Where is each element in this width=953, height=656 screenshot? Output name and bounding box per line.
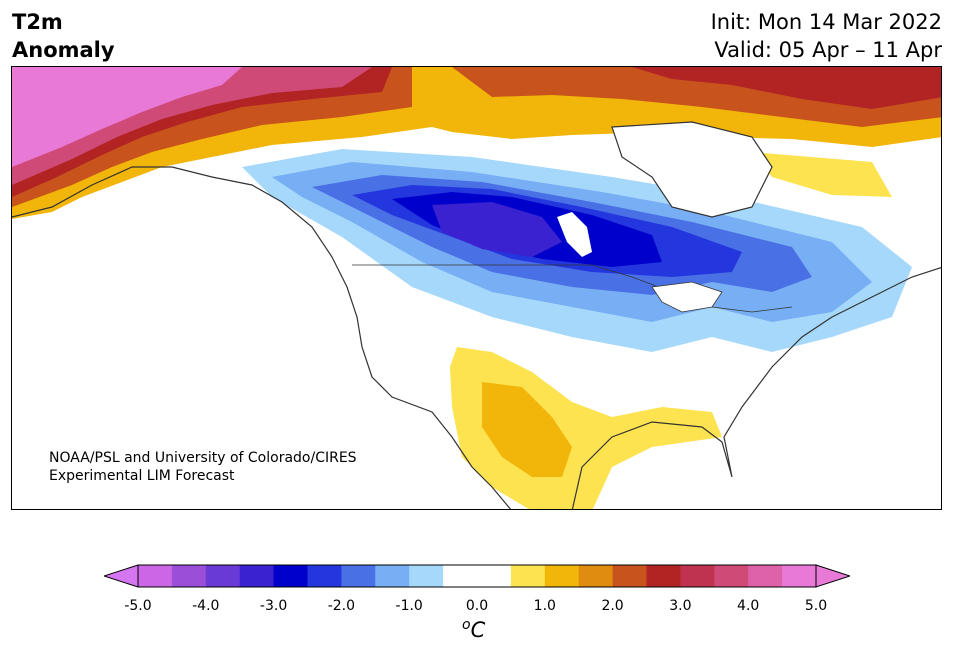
warm-anomaly-labrador — [752, 152, 892, 197]
warm-anomaly-arctic-max — [632, 67, 941, 109]
colorbar-segment — [273, 565, 308, 587]
colorbar-segment — [409, 565, 444, 587]
title-line-2: Anomaly — [12, 38, 115, 62]
warm-anomaly-alaska-max — [12, 67, 242, 167]
colorbar-extend-low — [104, 564, 139, 588]
data-credit: NOAA/PSL and University of Colorado/CIRE… — [49, 449, 357, 485]
warm-anomaly-southwest-core — [482, 382, 572, 477]
colorbar-tick-label: 4.0 — [737, 598, 760, 614]
colorbar-segment — [612, 565, 647, 587]
colorbar-segment — [646, 565, 681, 587]
colorbar-segment — [341, 565, 376, 587]
forecast-dates: Init: Mon 14 Mar 2022 Valid: 05 Apr – 11… — [711, 8, 942, 64]
colorbar-segment — [714, 565, 749, 587]
colorbar-segments — [138, 565, 817, 587]
colorbar-segment — [680, 565, 715, 587]
anomaly-map — [11, 66, 942, 510]
colorbar-tick-label: 3.0 — [669, 598, 692, 614]
colorbar-segment — [477, 565, 512, 587]
colorbar — [104, 564, 850, 588]
cold-anomaly-core — [432, 202, 562, 257]
colorbar-segment — [748, 565, 783, 587]
colorbar-tick-label: 2.0 — [601, 598, 624, 614]
colorbar-tick-label: 0.0 — [465, 598, 489, 614]
title-line-1: T2m — [12, 10, 63, 34]
colorbar-segment — [205, 565, 241, 587]
colorbar-segment — [510, 565, 546, 587]
colorbar-outline — [137, 564, 817, 588]
colorbar-tick-label: 1.0 — [533, 598, 556, 614]
coastline — [12, 166, 512, 509]
colorbar-unit: oC — [462, 617, 485, 642]
colorbar-tick-label: -3.0 — [259, 598, 288, 614]
colorbar-tick-label: -2.0 — [327, 598, 356, 614]
colorbar-tick-label: 5.0 — [804, 598, 828, 614]
colorbar-segment — [171, 565, 207, 587]
coastline-gulf — [571, 267, 941, 509]
hudson-bay — [611, 121, 773, 218]
colorbar-segment — [544, 565, 580, 587]
great-lakes — [651, 281, 723, 313]
colorbar-segment — [307, 565, 342, 587]
colorbar-segment — [375, 565, 410, 587]
credit-line-1: NOAA/PSL and University of Colorado/CIRE… — [49, 450, 357, 466]
colorbar-segment — [782, 565, 817, 587]
init-date: Init: Mon 14 Mar 2022 — [710, 10, 942, 34]
unit-degree: o — [462, 617, 471, 633]
colorbar-segment — [239, 565, 275, 587]
colorbar-tick-label: -1.0 — [395, 598, 423, 614]
colorbar-segment — [578, 565, 614, 587]
map-title: T2m Anomaly — [12, 8, 115, 64]
colorbar-tick-label: -5.0 — [124, 598, 152, 614]
unit-celsius: C — [470, 618, 486, 642]
credit-line-2: Experimental LIM Forecast — [49, 468, 235, 484]
colorbar-tick-label: -4.0 — [192, 598, 220, 614]
colorbar-segment — [443, 565, 478, 587]
valid-range: Valid: 05 Apr – 11 Apr — [714, 38, 942, 62]
colorbar-segment — [138, 565, 173, 587]
colorbar-extend-high — [815, 564, 850, 588]
us-canada-border — [352, 264, 793, 313]
lake-winnipeg — [557, 212, 592, 257]
map-canvas — [12, 67, 941, 509]
